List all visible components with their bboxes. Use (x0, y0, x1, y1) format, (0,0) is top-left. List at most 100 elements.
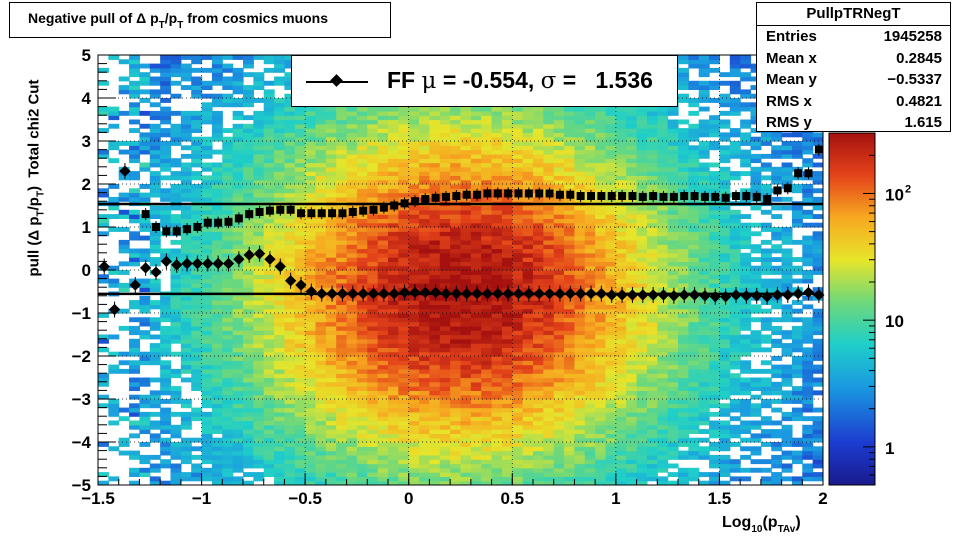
heatmap-cell (439, 123, 451, 129)
heatmap-cell (481, 115, 493, 121)
heatmap-cell (346, 476, 358, 482)
heatmap-cell (408, 171, 420, 176)
heatmap-cell (398, 368, 410, 374)
heatmap-cell (470, 265, 482, 271)
heatmap-cell (553, 227, 565, 232)
heatmap-cell (646, 239, 658, 245)
heatmap-cell (450, 463, 462, 469)
heatmap-cell (346, 227, 358, 232)
heatmap-cell (315, 171, 327, 176)
heatmap-cell (636, 136, 648, 142)
heatmap-cell (305, 429, 317, 434)
heatmap-cell (201, 85, 213, 90)
heatmap-cell (470, 278, 482, 284)
heatmap-cell (553, 270, 565, 275)
heatmap-cell (626, 184, 638, 189)
heatmap-cell (460, 110, 472, 116)
heatmap-cell (522, 343, 534, 348)
heatmap-cell (491, 463, 503, 469)
heatmap-cell (533, 184, 544, 189)
heatmap-cell (284, 132, 296, 138)
heatmap-cell (626, 368, 638, 374)
heatmap-cell (180, 360, 192, 366)
heatmap-cell (429, 171, 441, 176)
heatmap-cell (149, 93, 161, 99)
heatmap-cell (325, 141, 337, 146)
heatmap-cell (139, 287, 151, 293)
heatmap-cell (553, 257, 565, 262)
heatmap-cell (170, 110, 182, 116)
heatmap-cell (201, 184, 213, 189)
heatmap-cell (325, 330, 337, 336)
heatmap-cell (595, 153, 607, 159)
heatmap-cell (211, 450, 223, 456)
heatmap-cell (191, 343, 203, 348)
heatmap-cell (615, 239, 627, 245)
heatmap-cell (180, 334, 192, 340)
heatmap-cell (533, 472, 544, 477)
heatmap-cell (98, 442, 109, 447)
heatmap-cell (460, 338, 472, 344)
heatmap-cell (305, 433, 317, 439)
heatmap-cell (388, 381, 399, 387)
heatmap-cell (201, 360, 213, 366)
heatmap-cell (118, 416, 130, 422)
heatmap-cell (636, 179, 648, 185)
heatmap-cell (450, 446, 462, 452)
heatmap-cell (470, 424, 482, 430)
heatmap-cell (605, 158, 617, 164)
heatmap-cell (129, 235, 141, 241)
heatmap-cell (460, 467, 472, 473)
heatmap-cell (636, 239, 648, 245)
heatmap-cell (253, 119, 265, 125)
heatmap-cell (160, 145, 172, 151)
heatmap-cell (564, 399, 576, 404)
heatmap-cell (419, 265, 431, 271)
heatmap-cell (201, 351, 213, 357)
heatmap-cell (253, 343, 265, 348)
heatmap-cell (274, 214, 286, 219)
heatmap-cell (325, 459, 337, 465)
heatmap-cell (263, 287, 275, 293)
heatmap-cell (315, 429, 327, 434)
heatmap-cell (595, 334, 607, 340)
heatmap-cell (356, 252, 368, 258)
heatmap-cell (253, 313, 265, 318)
heatmap-cell (491, 282, 503, 288)
heatmap-cell (522, 304, 534, 310)
heatmap-cell (336, 459, 348, 465)
heatmap-cell (201, 278, 213, 284)
heatmap-cell (108, 420, 120, 426)
heatmap-cell (201, 317, 213, 323)
heatmap-cell (398, 463, 410, 469)
heatmap-cell (636, 411, 648, 417)
heatmap-cell (356, 343, 368, 348)
heatmap-cell (305, 403, 317, 409)
heatmap-cell (543, 265, 555, 271)
heatmap-cell (657, 115, 669, 121)
heatmap-cell (388, 313, 399, 318)
heatmap-cell (160, 222, 172, 228)
heatmap-cell (346, 356, 358, 361)
heatmap-cell (294, 454, 306, 460)
heatmap-cell (243, 411, 254, 417)
heatmap-cell (460, 420, 472, 426)
heatmap-cell (243, 325, 254, 331)
heatmap-cell (574, 364, 586, 370)
heatmap-cell (408, 467, 420, 473)
heatmap-cell (646, 377, 658, 383)
heatmap-cell (439, 179, 451, 185)
heatmap-cell (522, 347, 534, 353)
heatmap-cell (398, 175, 410, 181)
heatmap-cell (481, 442, 493, 447)
heatmap-cell (201, 377, 213, 383)
heatmap-cell (118, 248, 130, 254)
heatmap-cell (605, 218, 617, 224)
heatmap-cell (429, 446, 441, 452)
heatmap-cell (149, 261, 161, 267)
heatmap-cell (429, 184, 441, 189)
heatmap-cell (336, 179, 348, 185)
heatmap-cell (470, 377, 482, 383)
heatmap-cell (439, 162, 451, 168)
heatmap-cell (243, 338, 254, 344)
